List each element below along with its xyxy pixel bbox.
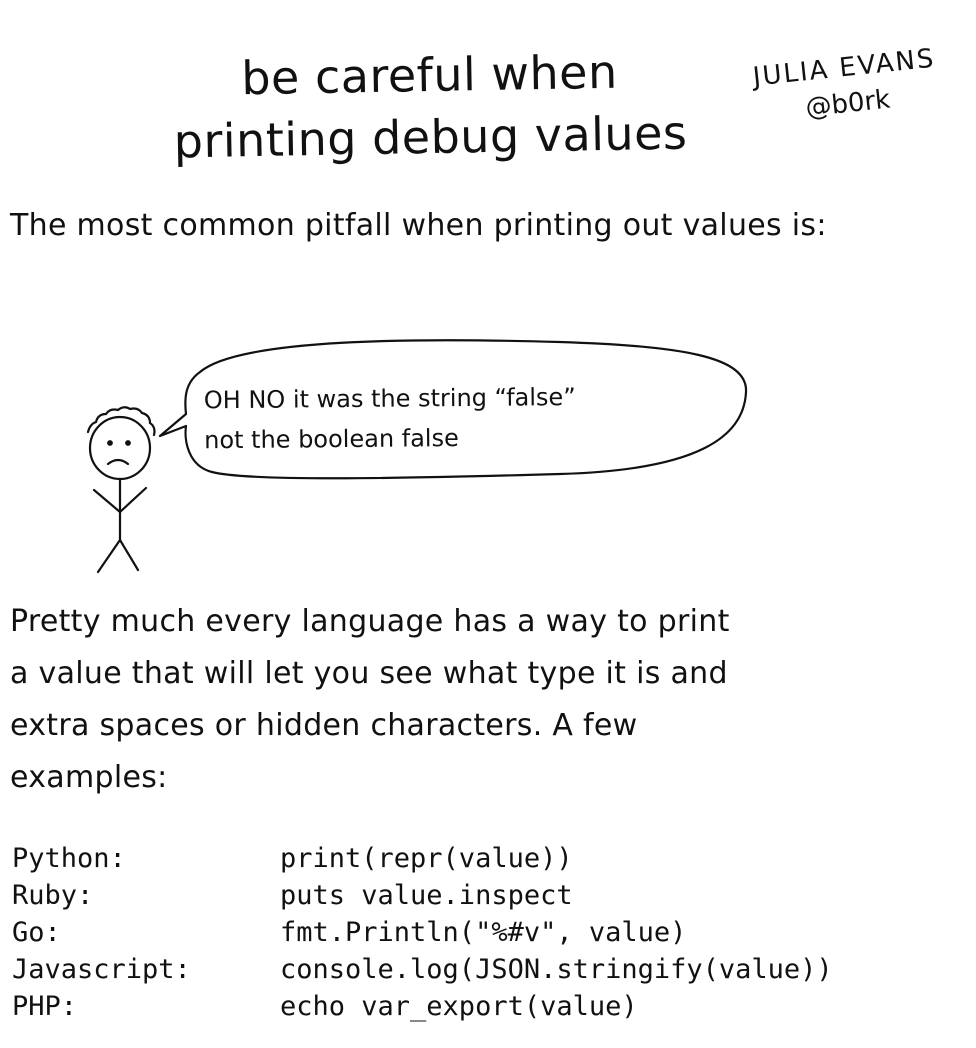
- right-arm: [118, 486, 148, 514]
- body-line-3: extra spaces or hidden characters. A few: [10, 708, 638, 743]
- author-signature: JULIA EVANS @b0rk: [723, 38, 969, 135]
- example-row-javascript: Javascript: console.log(JSON.stringify(v…: [12, 951, 972, 988]
- head: [88, 415, 152, 481]
- example-row-ruby: Ruby: puts value.inspect: [12, 877, 972, 914]
- speech-bubble: [158, 339, 748, 480]
- body-paragraph: Pretty much every language has a way to …: [10, 596, 910, 804]
- body-line-4: examples:: [10, 760, 168, 795]
- right-leg: [118, 538, 140, 572]
- bubble-line-1: OH NO it was the string “false”: [203, 383, 576, 415]
- example-code: console.log(JSON.stringify(value)): [280, 954, 833, 985]
- intro-text: The most common pitfall when printing ou…: [10, 208, 827, 243]
- body-line-1: Pretty much every language has a way to …: [10, 604, 730, 639]
- speech-bubble-text: OH NO it was the string “false” not the …: [204, 376, 725, 461]
- example-row-go: Go: fmt.Println("%#v", value): [12, 914, 972, 951]
- left-eye: [107, 440, 113, 446]
- page-title: be careful when printing debug values: [149, 39, 711, 173]
- examples-table: Python: print(repr(value)) Ruby: puts va…: [12, 840, 972, 1025]
- example-code: puts value.inspect: [280, 880, 573, 911]
- body-line-2: a value that will let you see what type …: [10, 656, 728, 691]
- right-eye: [125, 440, 131, 446]
- example-code: print(repr(value)): [280, 843, 573, 874]
- curly-hair: [86, 406, 156, 437]
- example-code: fmt.Println("%#v", value): [280, 917, 687, 948]
- example-row-python: Python: print(repr(value)): [12, 840, 972, 877]
- left-leg: [96, 538, 122, 574]
- example-language: Python:: [12, 843, 126, 874]
- example-language: Ruby:: [12, 880, 94, 911]
- title-line-1: be careful when: [240, 44, 619, 106]
- example-code: echo var_export(value): [280, 991, 638, 1022]
- left-arm: [92, 488, 122, 514]
- example-language: Javascript:: [12, 954, 191, 985]
- example-language: Go:: [12, 917, 61, 948]
- stick-figure-illustration: [86, 339, 748, 574]
- frown: [106, 458, 130, 466]
- bubble-line-2: not the boolean false: [204, 424, 459, 455]
- title-line-2: printing debug values: [173, 105, 688, 169]
- sad-stick-figure: [86, 406, 156, 574]
- example-language: PHP:: [12, 991, 78, 1022]
- example-row-php: PHP: echo var_export(value): [12, 988, 972, 1025]
